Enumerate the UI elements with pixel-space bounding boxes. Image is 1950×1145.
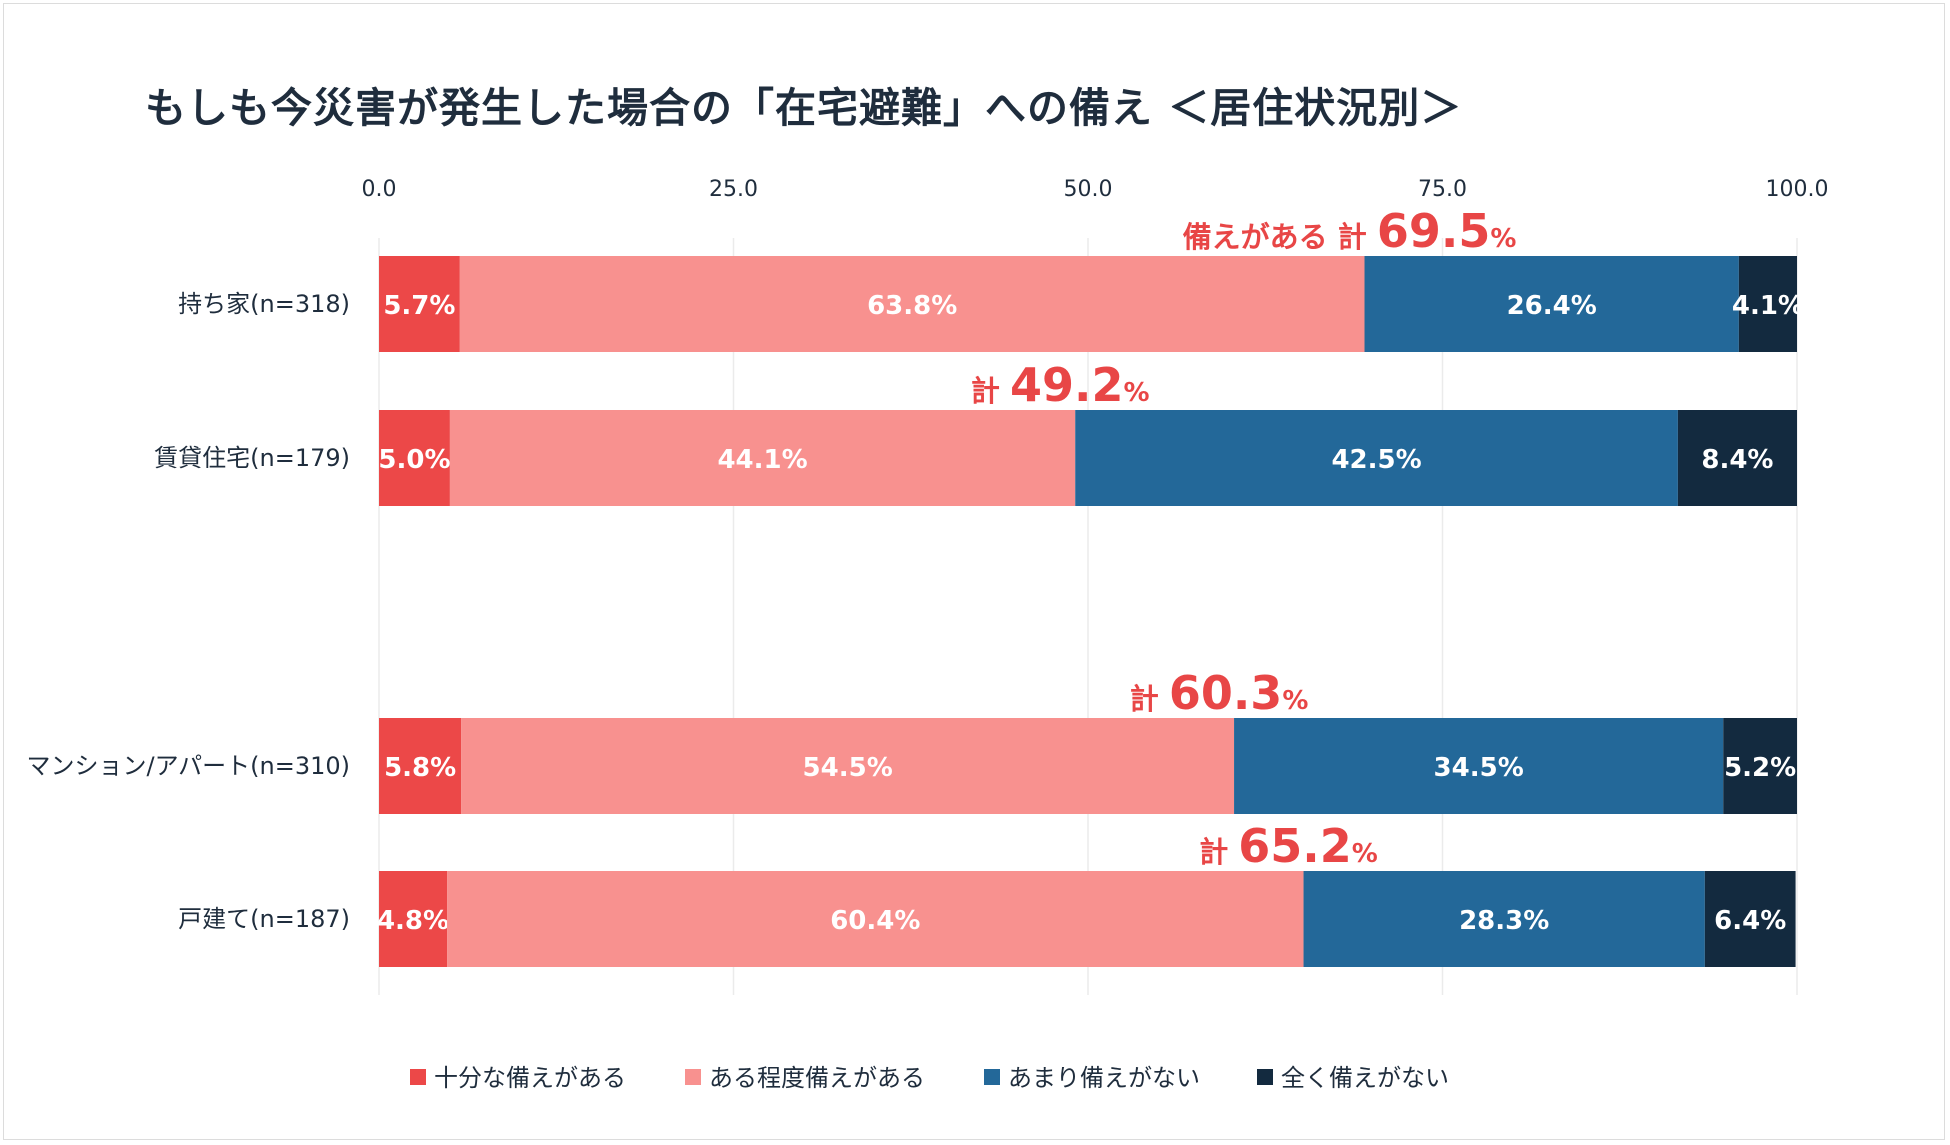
legend-label: 十分な備えがある <box>434 1064 626 1092</box>
bar-segment <box>379 410 450 506</box>
data-label: 54.5% <box>803 753 893 783</box>
bar-segment <box>449 410 1076 506</box>
data-label: 4.1% <box>1732 291 1804 321</box>
total-annotation: 計 49.2% <box>971 358 1150 412</box>
data-label: 60.4% <box>830 906 920 936</box>
legend-swatch <box>984 1069 1000 1085</box>
x-tick-label: 50.0 <box>1064 177 1113 202</box>
x-tick-label: 0.0 <box>362 177 397 202</box>
total-annotation: 備えがある 計 69.5% <box>1183 204 1517 258</box>
bar-segment <box>1723 718 1797 814</box>
data-label: 34.5% <box>1434 753 1524 783</box>
bar-segment <box>379 871 448 967</box>
bar-segment <box>1364 256 1739 352</box>
bar-segment <box>459 256 1365 352</box>
bar-segment <box>1303 871 1705 967</box>
legend-swatch <box>1257 1069 1273 1085</box>
bar-segment <box>379 718 462 814</box>
data-label: 63.8% <box>867 291 957 321</box>
bar-segment <box>461 718 1235 814</box>
category-label: マンション/アパート(n=310) <box>27 752 350 780</box>
total-annotation: 計 60.3% <box>1130 666 1309 720</box>
total-annotation: 計 65.2% <box>1199 819 1378 873</box>
data-label: 26.4% <box>1507 291 1597 321</box>
data-label: 5.7% <box>383 291 455 321</box>
bar-segment <box>1234 718 1724 814</box>
category-label: 賃貸住宅(n=179) <box>154 444 350 472</box>
bar-segment <box>1738 256 1797 352</box>
bar-segment <box>447 871 1304 967</box>
bar-segment <box>1075 410 1678 506</box>
legend-swatch <box>410 1069 426 1085</box>
data-label: 6.4% <box>1714 906 1786 936</box>
x-tick-label: 25.0 <box>709 177 758 202</box>
data-label: 42.5% <box>1331 445 1421 475</box>
chart-title: もしも今災害が発生した場合の「在宅避難」への備え ＜居住状況別＞ <box>145 84 1463 132</box>
bar-segment <box>1677 410 1797 506</box>
legend-label: ある程度備えがある <box>709 1064 925 1092</box>
legend-label: 全く備えがない <box>1281 1064 1449 1092</box>
data-label: 4.8% <box>377 906 449 936</box>
category-label: 戸建て(n=187) <box>178 905 350 933</box>
data-label: 8.4% <box>1701 445 1773 475</box>
x-tick-label: 100.0 <box>1766 177 1829 202</box>
data-label: 28.3% <box>1459 906 1549 936</box>
legend-label: あまり備えがない <box>1008 1064 1200 1092</box>
bar-segment <box>1704 871 1796 967</box>
legend-swatch <box>685 1069 701 1085</box>
data-label: 5.0% <box>378 445 450 475</box>
data-label: 44.1% <box>717 445 807 475</box>
x-tick-label: 75.0 <box>1418 177 1467 202</box>
chart-frame <box>3 3 1945 1140</box>
category-label: 持ち家(n=318) <box>178 290 350 318</box>
data-label: 5.2% <box>1724 753 1796 783</box>
bar-segment <box>379 256 460 352</box>
data-label: 5.8% <box>384 753 456 783</box>
